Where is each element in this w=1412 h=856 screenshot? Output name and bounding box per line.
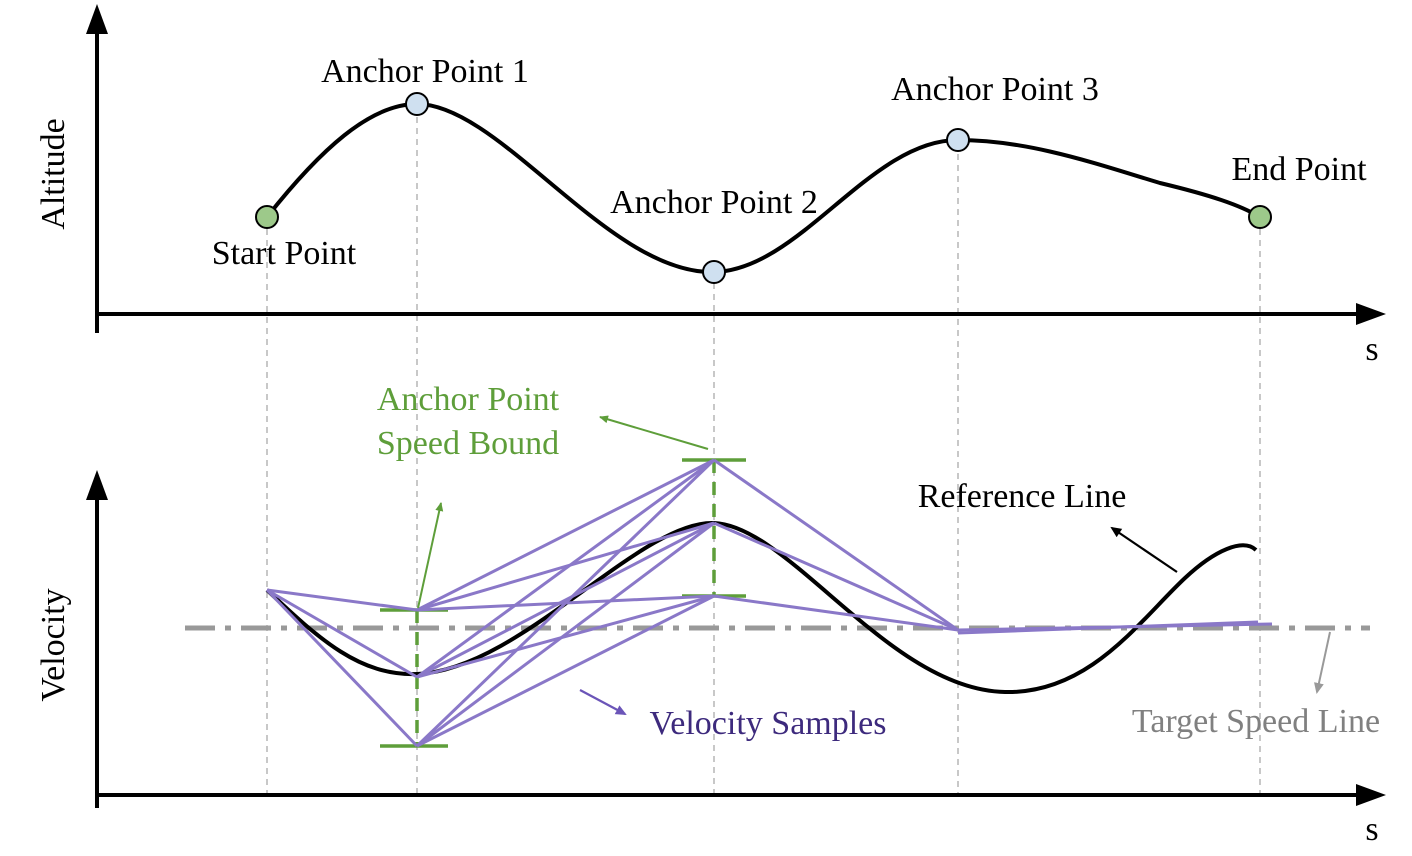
velocity-samples [265,458,1273,748]
velocity-samples-label: Velocity Samples [649,705,886,742]
sample-segment [416,521,715,612]
sample-segment [415,458,716,748]
velocity-samples-arrow [579,689,627,715]
sample-segment [416,594,715,748]
end-point-marker [1248,205,1272,229]
altitude-x-arrowhead [1356,303,1386,325]
anchor-point-2-label: Anchor Point 2 [610,184,818,221]
sample-segment [416,458,715,679]
anchor-point-2-marker [702,260,726,284]
altitude-plot: Altitude s Start Point Anchor Point 1 An… [35,4,1386,368]
sample-segment [713,594,959,632]
altitude-y-arrowhead [86,4,108,34]
altitude-axis-label: Altitude [35,118,72,229]
sample-segment [266,588,418,612]
speed-bound-arrow-1 [417,502,444,609]
sample-segment [266,588,418,679]
sample-segment [713,521,959,632]
sample-segment [416,521,715,679]
anchor-point-1-label: Anchor Point 1 [321,53,529,90]
velocity-y-arrowhead [86,470,108,500]
anchor-point-3-label: Anchor Point 3 [891,71,1099,108]
sample-segment [713,458,959,632]
start-point-label: Start Point [212,235,357,272]
end-point-label: End Point [1231,151,1367,188]
target-speed-arrow [1314,631,1331,694]
reference-line [265,520,1258,695]
target-speed-line-label: Target Speed Line [1132,703,1380,740]
altitude-s-label: s [1365,331,1378,368]
reference-line-arrow [1110,526,1178,573]
velocity-axis-label: Velocity [35,588,72,701]
sample-segment [416,594,715,679]
anchor-point-3-marker [946,128,970,152]
sample-segment [416,521,715,748]
velocity-plot: Velocity s [35,381,1386,848]
start-point-marker [255,205,279,229]
sample-segment [957,620,1259,635]
speed-bound-arrow-2 [599,415,709,450]
sample-segment [416,458,715,612]
speed-bound-label-line1: Anchor Point [377,381,560,418]
anchor-point-1-marker [405,92,429,116]
velocity-s-label: s [1365,811,1378,848]
velocity-x-arrowhead [1356,784,1386,806]
sample-segment [265,588,419,748]
reference-line-label: Reference Line [918,478,1127,515]
speed-bound-label-line2: Speed Bound [377,425,559,462]
